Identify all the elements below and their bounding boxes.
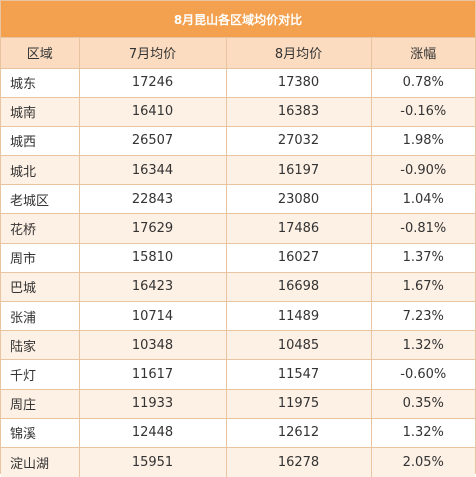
change-cell: 7.23% [371,301,475,332]
august-price-cell: 11975 [226,389,372,419]
change-cell: 1.32% [371,418,475,448]
table-row: 老城区 22843 23080 1.04% [1,184,475,215]
change-cell: 2.05% [371,447,475,477]
change-cell: 0.78% [371,68,475,98]
region-cell: 陆家 [1,330,80,361]
july-price-cell: 12448 [79,418,227,448]
table-row: 城西 26507 27032 1.98% [1,126,475,157]
july-price-cell: 11617 [79,359,227,390]
july-price-cell: 16423 [79,272,227,303]
header-august-price: 8月均价 [226,38,372,69]
august-price-cell: 16197 [226,155,372,186]
july-price-cell: 17629 [79,213,227,244]
august-price-cell: 27032 [226,126,372,157]
region-cell: 城东 [1,68,80,98]
august-price-cell: 17380 [226,68,372,98]
change-cell: 0.35% [371,389,475,419]
july-price-cell: 22843 [79,184,227,215]
table-row: 淀山湖 15951 16278 2.05% [1,447,475,477]
july-price-cell: 11933 [79,389,227,419]
july-price-cell: 16410 [79,97,227,127]
table-row: 千灯 11617 11547 -0.60% [1,359,475,390]
header-change: 涨幅 [371,38,475,69]
table-row: 城南 16410 16383 -0.16% [1,97,475,127]
august-price-cell: 17486 [226,213,372,244]
table-row: 锦溪 12448 12612 1.32% [1,418,475,448]
july-price-cell: 16344 [79,155,227,186]
region-cell: 张浦 [1,301,80,332]
change-cell: -0.60% [371,359,475,390]
region-cell: 巴城 [1,272,80,303]
table-row: 陆家 10348 10485 1.32% [1,330,475,361]
july-price-cell: 26507 [79,126,227,157]
region-cell: 周庄 [1,389,80,419]
august-price-cell: 11547 [226,359,372,390]
table-row: 周市 15810 16027 1.37% [1,243,475,273]
table-title: 8月昆山各区域均价对比 [1,1,475,38]
august-price-cell: 16698 [226,272,372,303]
change-cell: 1.04% [371,184,475,215]
region-cell: 千灯 [1,359,80,390]
august-price-cell: 23080 [226,184,372,215]
header-row: 区域 7月均价 8月均价 涨幅 [1,38,475,69]
change-cell: 1.32% [371,330,475,361]
july-price-cell: 17246 [79,68,227,98]
region-cell: 城西 [1,126,80,157]
july-price-cell: 15951 [79,447,227,477]
table-row: 花桥 17629 17486 -0.81% [1,213,475,244]
change-cell: 1.37% [371,243,475,273]
august-price-cell: 16278 [226,447,372,477]
august-price-cell: 10485 [226,330,372,361]
change-cell: -0.16% [371,97,475,127]
region-cell: 老城区 [1,184,80,215]
header-region: 区域 [1,38,80,69]
region-cell: 淀山湖 [1,447,80,477]
august-price-cell: 16027 [226,243,372,273]
august-price-cell: 16383 [226,97,372,127]
july-price-cell: 15810 [79,243,227,273]
change-cell: -0.81% [371,213,475,244]
change-cell: 1.98% [371,126,475,157]
change-cell: -0.90% [371,155,475,186]
table-row: 巴城 16423 16698 1.67% [1,272,475,303]
header-july-price: 7月均价 [79,38,227,69]
table-row: 周庄 11933 11975 0.35% [1,389,475,419]
table-row: 张浦 10714 11489 7.23% [1,301,475,332]
table-row: 城北 16344 16197 -0.90% [1,155,475,186]
region-cell: 城北 [1,155,80,186]
region-cell: 城南 [1,97,80,127]
region-cell: 锦溪 [1,418,80,448]
table-row: 城东 17246 17380 0.78% [1,68,475,98]
august-price-cell: 12612 [226,418,372,448]
july-price-cell: 10348 [79,330,227,361]
region-cell: 周市 [1,243,80,273]
region-cell: 花桥 [1,213,80,244]
change-cell: 1.67% [371,272,475,303]
august-price-cell: 11489 [226,301,372,332]
july-price-cell: 10714 [79,301,227,332]
price-table: 区域 7月均价 8月均价 涨幅 城东 17246 17380 0.78% 城南 16410… [1,38,475,477]
